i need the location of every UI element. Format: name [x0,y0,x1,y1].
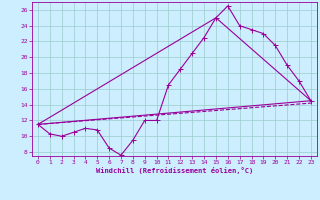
X-axis label: Windchill (Refroidissement éolien,°C): Windchill (Refroidissement éolien,°C) [96,167,253,174]
